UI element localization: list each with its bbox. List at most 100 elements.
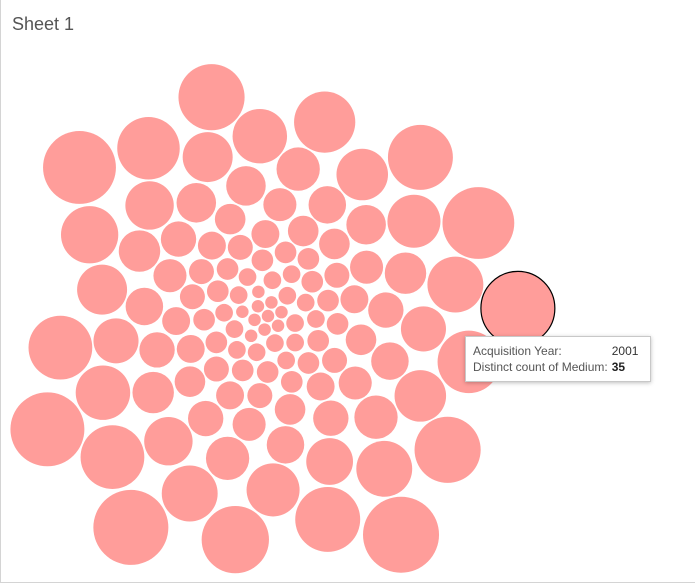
bubble (340, 285, 369, 314)
bubble (306, 372, 335, 401)
bubble (236, 305, 249, 319)
bubble (162, 307, 191, 336)
bubble (232, 407, 266, 441)
bubble (179, 284, 205, 310)
bubble (246, 463, 300, 517)
bubble (265, 296, 278, 309)
bubble (226, 166, 266, 206)
bubble (319, 228, 350, 260)
bubble (346, 204, 386, 245)
bubble (125, 287, 164, 326)
bubble (205, 436, 250, 481)
bubble (238, 268, 257, 286)
bubble (324, 262, 350, 288)
bubble (294, 91, 356, 153)
bubble (295, 486, 361, 552)
bubble (286, 333, 304, 352)
bubble (261, 309, 275, 323)
bubble (244, 329, 258, 343)
bubble (178, 64, 245, 131)
bubble (400, 306, 446, 352)
bubble (247, 383, 273, 409)
bubble (371, 342, 409, 380)
bubble (251, 220, 280, 249)
tooltip: Acquisition Year: 2001 Distinct count of… (465, 336, 652, 383)
bubble (251, 249, 274, 272)
bubble (480, 270, 556, 346)
bubble (182, 132, 233, 183)
bubble (384, 252, 427, 294)
bubble (306, 438, 354, 485)
bubble (354, 395, 398, 439)
bubble (301, 270, 324, 293)
bubble (326, 313, 349, 335)
bubble (216, 258, 239, 280)
bubble (252, 285, 265, 299)
bubble (282, 265, 301, 284)
bubble (286, 314, 304, 332)
tooltip-value-label: Distinct count of Medium: (473, 360, 608, 375)
bubble (247, 343, 266, 362)
bubble (297, 248, 320, 270)
bubble (225, 320, 244, 338)
bubble (368, 292, 404, 328)
bubble (414, 416, 481, 483)
bubble (263, 271, 282, 290)
bubble (28, 315, 93, 380)
bubble (276, 147, 320, 191)
bubble (322, 347, 348, 373)
bubble (251, 299, 265, 313)
bubble (296, 293, 315, 312)
bubble (307, 329, 330, 352)
bubble (307, 310, 325, 328)
bubble (274, 394, 306, 425)
bubble (206, 280, 229, 303)
tooltip-category-label: Acquisition Year: (473, 344, 562, 359)
bubble (271, 319, 285, 333)
bubble (77, 264, 128, 315)
bubble (263, 188, 297, 222)
bubble (216, 381, 245, 410)
bubble (203, 356, 229, 382)
bubble (287, 215, 319, 247)
bubble (231, 359, 254, 382)
bubble (139, 332, 175, 368)
bubble (93, 318, 139, 364)
bubble (188, 400, 224, 437)
bubble (80, 425, 145, 489)
bubble (60, 206, 119, 264)
bubble (266, 334, 284, 352)
bubble (205, 331, 228, 354)
bubble (297, 352, 320, 374)
bubble (75, 365, 131, 420)
bubble (350, 250, 384, 284)
bubble (176, 183, 217, 223)
bubble (176, 334, 205, 363)
bubble (362, 496, 440, 573)
bubble (345, 324, 377, 356)
bubble (201, 505, 269, 574)
bubble (174, 366, 206, 397)
bubble (43, 131, 116, 204)
bubble (228, 341, 246, 359)
bubble (215, 303, 233, 322)
bubble (387, 194, 441, 248)
bubble (214, 203, 246, 235)
bubble (387, 124, 453, 190)
bubble (275, 305, 288, 319)
bubble (227, 234, 253, 260)
bubble (338, 366, 372, 400)
sheet-title: Sheet 1 (12, 14, 74, 34)
bubble (118, 230, 161, 272)
bubble (132, 371, 174, 414)
bubble (442, 187, 515, 259)
bubble (258, 323, 271, 336)
bubble (197, 231, 226, 260)
tooltip-value: 35 (611, 360, 626, 375)
bubble (153, 259, 187, 293)
bubble (229, 286, 248, 304)
bubble (125, 181, 174, 230)
bubble (188, 259, 214, 285)
